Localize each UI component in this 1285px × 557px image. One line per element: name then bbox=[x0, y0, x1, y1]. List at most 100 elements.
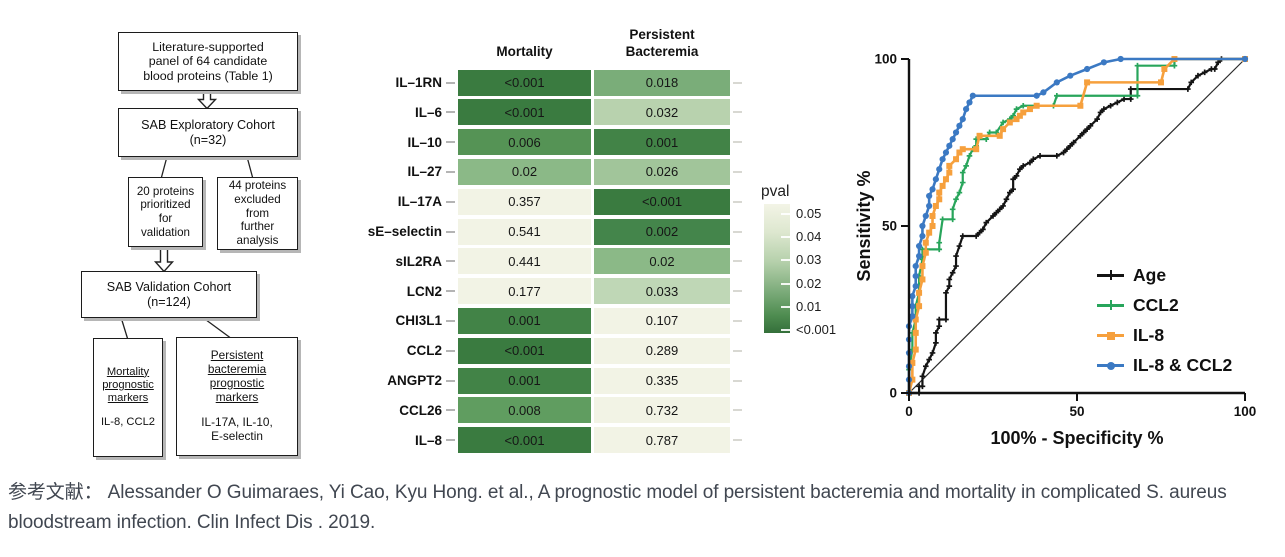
data-point-marker bbox=[953, 196, 959, 203]
data-point-marker bbox=[939, 216, 946, 223]
flow-box-text: IL-17A, IL-10, E-selectin bbox=[201, 414, 273, 443]
data-point-marker bbox=[939, 182, 946, 189]
heatmap-axis-tick bbox=[446, 379, 455, 382]
data-point-marker bbox=[946, 162, 953, 169]
data-point-marker bbox=[1161, 66, 1168, 73]
data-point-marker bbox=[1080, 129, 1087, 136]
heatmap-row-label: ANGPT2 bbox=[387, 373, 442, 388]
data-point-marker bbox=[1000, 203, 1006, 209]
data-point-marker bbox=[973, 233, 979, 239]
heatmap-cell: 0.002 bbox=[594, 218, 730, 245]
data-point-marker bbox=[983, 219, 990, 226]
data-point-marker bbox=[946, 169, 953, 176]
data-point-marker bbox=[1077, 133, 1084, 139]
data-point-marker bbox=[1094, 116, 1100, 122]
data-point-marker bbox=[919, 222, 926, 230]
pval-tick-label: 0.02 bbox=[796, 275, 822, 291]
y-axis-title: Sensitivity % bbox=[854, 170, 874, 281]
data-point-marker bbox=[929, 350, 936, 356]
pval-tick-mark bbox=[781, 329, 790, 331]
flow-box-text: SAB Exploratory Cohort (n=32) bbox=[141, 117, 275, 147]
flow-box-exploratory-cohort: SAB Exploratory Cohort (n=32) bbox=[118, 108, 298, 157]
data-point-marker bbox=[1037, 153, 1043, 159]
heatmap-row-label: sE–selectin bbox=[367, 224, 442, 239]
x-axis-title: 100% - Specificity % bbox=[990, 428, 1163, 448]
data-point-marker bbox=[936, 316, 943, 323]
data-point-marker bbox=[959, 116, 966, 123]
data-point-marker bbox=[956, 189, 963, 196]
data-point-marker bbox=[1010, 186, 1016, 193]
pval-tick-mark bbox=[781, 259, 790, 262]
data-point-marker bbox=[953, 253, 959, 259]
pval-tick-label: 0.04 bbox=[796, 229, 822, 245]
data-point-marker bbox=[959, 179, 966, 186]
heatmap-cell: 0.177 bbox=[458, 278, 591, 305]
data-point-marker bbox=[912, 316, 919, 323]
heatmap-row-label: sIL2RA bbox=[395, 253, 442, 269]
heatmap-row-label: IL–6 bbox=[414, 104, 442, 120]
heatmap-cell: 0.032 bbox=[594, 99, 730, 126]
data-point-marker bbox=[1033, 92, 1040, 99]
data-point-marker bbox=[1013, 116, 1020, 123]
data-point-marker bbox=[923, 363, 929, 370]
heatmap-axis-tick bbox=[733, 439, 742, 442]
data-point-marker bbox=[956, 149, 963, 156]
heatmap-cell: <0.001 bbox=[458, 337, 591, 364]
heatmap-cell: <0.001 bbox=[458, 427, 591, 454]
heatmap-axis-tick bbox=[446, 349, 455, 352]
heatmap-axis-tick bbox=[733, 111, 742, 114]
pval-tick-label: 0.05 bbox=[796, 206, 822, 221]
data-point-marker bbox=[1083, 65, 1091, 73]
roc-legend: Age CCL2 IL-8 IL-8 & CCL2 bbox=[1097, 260, 1232, 380]
data-point-marker bbox=[1107, 102, 1114, 109]
data-point-marker bbox=[929, 186, 936, 193]
heatmap-cell: 0.441 bbox=[458, 248, 591, 275]
data-point-marker bbox=[1030, 156, 1037, 162]
flow-box-prioritized-proteins: 20 proteins prioritized for validation bbox=[128, 177, 203, 247]
data-point-marker bbox=[959, 233, 966, 239]
y-tick-label: 50 bbox=[882, 219, 897, 234]
data-point-marker bbox=[926, 229, 933, 236]
data-point-marker bbox=[909, 359, 916, 366]
y-tick-label: 0 bbox=[889, 386, 897, 401]
pval-tick-mark bbox=[781, 213, 790, 215]
data-point-marker bbox=[919, 276, 926, 283]
heatmap-axis-tick bbox=[733, 81, 742, 84]
data-point-marker bbox=[936, 246, 943, 253]
heatmap-axis-tick bbox=[446, 319, 455, 322]
legend-marker-square-icon bbox=[1097, 328, 1124, 342]
flow-box-heading: Mortality prognostic markers bbox=[102, 365, 154, 404]
heatmap-axis-tick bbox=[446, 439, 455, 442]
data-point-marker bbox=[932, 176, 939, 183]
heatmap-axis-tick bbox=[446, 81, 455, 84]
heatmap-row-label: IL–17A bbox=[397, 194, 442, 210]
data-point-marker bbox=[919, 383, 926, 390]
data-point-marker bbox=[926, 192, 933, 200]
data-point-marker bbox=[909, 313, 916, 320]
data-point-marker bbox=[1188, 79, 1195, 86]
heatmap-row-label: LCN2 bbox=[406, 283, 442, 299]
data-point-marker bbox=[912, 262, 919, 270]
data-point-marker bbox=[959, 146, 966, 153]
data-point-marker bbox=[959, 169, 966, 176]
data-point-marker bbox=[1064, 146, 1070, 152]
data-point-marker bbox=[1017, 166, 1023, 173]
data-point-marker bbox=[963, 106, 970, 113]
data-point-marker bbox=[1027, 159, 1033, 166]
data-point-marker bbox=[1040, 89, 1047, 96]
heatmap-cell: <0.001 bbox=[458, 99, 591, 126]
data-point-marker bbox=[1067, 143, 1074, 149]
data-point-marker bbox=[976, 229, 983, 236]
data-point-marker bbox=[949, 216, 956, 223]
data-point-marker bbox=[943, 290, 949, 296]
data-point-marker bbox=[1201, 69, 1208, 76]
roc-panel: 0 0 50 50 100 100 100% - Specificity % Sensitiv… bbox=[850, 20, 1285, 460]
data-point-marker bbox=[916, 303, 923, 310]
data-point-marker bbox=[1127, 96, 1134, 102]
roc-legend-label: CCL2 bbox=[1133, 294, 1179, 315]
data-point-marker bbox=[953, 156, 960, 163]
heatmap-cell: 0.787 bbox=[594, 427, 730, 454]
heatmap-cell: 0.001 bbox=[458, 307, 591, 334]
flow-box-text: 20 proteins prioritized for validation bbox=[136, 184, 195, 239]
